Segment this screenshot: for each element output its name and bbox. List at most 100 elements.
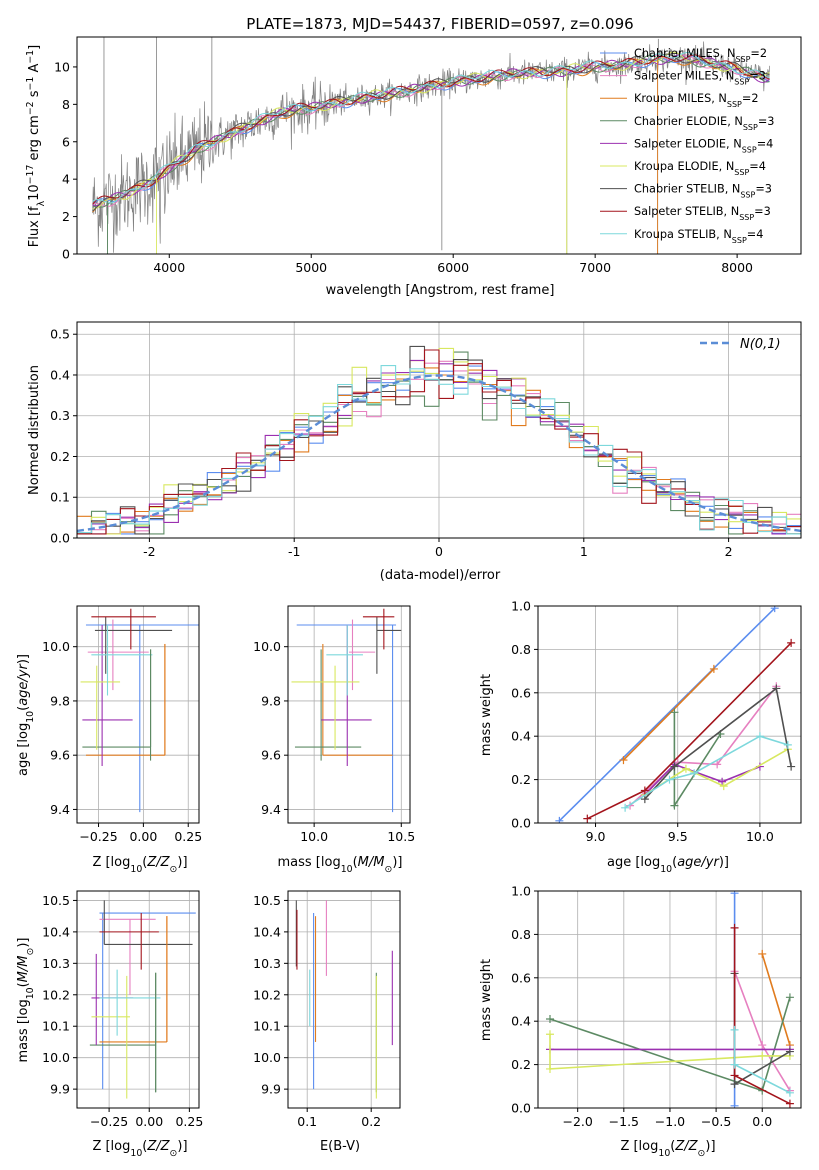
weight-marker [730,891,739,898]
weight-series [730,1025,794,1097]
weight-series [621,732,792,812]
weight-marker [709,664,718,673]
legend-text: =4 [757,137,774,150]
weight-series [545,993,794,1095]
plot-area [295,900,393,1099]
label-part: )] [705,1139,715,1154]
label-part: Flux [f [27,206,42,247]
x-tick-label: 2 [725,544,733,559]
y-tick-label: 10.0 [42,639,70,654]
label-part: (data-model)/error [380,568,501,583]
weight-marker [665,775,674,784]
label-part: −1 [25,50,36,64]
axes-frame [537,605,802,824]
x-tick-label: 0.25 [175,1114,203,1129]
legend-text: Chabrier STELIB, N [634,183,740,196]
weight-line [644,687,792,800]
data-point [80,665,121,750]
weight-marker [545,1030,554,1039]
y-axis-label: mass weight [479,959,494,1041]
y-tick-label: 9.6 [50,748,70,763]
y-tick-label: 10.4 [253,924,281,939]
legend-text: =3 [749,70,766,83]
y-axis-label: Normed distribution [27,365,42,495]
plot-area [555,606,796,823]
y-axis-label: age [log10(age/yr)] [16,654,36,776]
label-part: Z [log [92,1139,130,1154]
weight-marker [640,786,649,795]
x-tick-label: 0.0 [752,1114,772,1129]
data-point [85,624,199,813]
x-tick-label: −0.25 [90,1114,128,1129]
mass-extinction-panel: 0.1 0.2 9.9 10.0 10.1 10.2 10.3 10.4 10.5 E(B-V) [253,890,401,1154]
x-tick-label: -2 [143,544,155,559]
label-part: 10 [130,1148,142,1159]
weight-marker [758,1051,767,1060]
weight-metallicity-panel: −2.0 −1.5 −1.0 −0.5 0.0 0.0 0.2 0.4 0.6 0.8 1.0 Z [… [479,884,802,1159]
legend-text: Salpeter STELIB, N [634,205,739,218]
weight-marker [785,1047,794,1056]
weight-marker [783,740,792,749]
y-tick-label: 10.5 [42,893,70,908]
x-tick-label: 0.25 [174,829,202,844]
weight-marker [670,708,679,717]
legend-text: =3 [758,115,775,128]
x-tick-label: 0.2 [361,1114,381,1129]
x-tick-label: −1.5 [609,1114,639,1129]
legend-text: =4 [747,228,764,241]
label-part: ( [672,855,677,870]
legend-sub: SSP [743,122,758,131]
label-part: M/M [16,956,31,983]
x-tick-label: 10.0 [300,829,328,844]
y-tick-label: 0.1 [50,490,70,505]
weight-marker [583,814,592,823]
label-part: )] [16,938,31,948]
data-point [99,913,159,970]
weight-marker [758,1041,767,1050]
data-point [99,969,161,1036]
weight-series [545,1030,794,1073]
weight-line [622,668,715,761]
legend-entry: Kroupa MILES, NSSP=2 [634,92,759,109]
weight-marker [785,993,794,1002]
data-point [321,624,372,767]
legend-sub: SSP [734,168,749,177]
spectrum-panel: 4000 5000 6000 7000 8000 0 2 4 6 8 10 Chabrier MILE… [25,36,802,298]
y-tick-label: 0 [62,247,70,262]
y-tick-label: 10.3 [253,956,281,971]
y-tick-label: 0.8 [511,927,531,942]
weight-marker [772,684,781,693]
legend-entry: Kroupa STELIB, NSSP=4 [634,228,763,245]
legend-sub: SSP [735,55,750,64]
weight-marker [718,777,727,786]
legend-entry: Salpeter STELIB, NSSP=3 [634,205,771,222]
weight-marker [621,803,630,812]
label-part: 10 [660,864,672,875]
legend-text: Kroupa MILES, N [634,92,727,105]
plot-area [545,891,794,1108]
weight-series [670,708,725,810]
label-part: ⊙ [170,864,178,875]
legend-text: =3 [755,183,772,196]
weight-age-panel: 9.0 9.5 10.0 0.0 0.2 0.4 0.6 0.8 1.0 age [log10(a… [479,599,802,875]
x-axis-label: age [log10(age/yr)] [607,855,729,875]
data-point [99,912,196,1090]
x-tick-label: −1.0 [655,1114,685,1129]
label-part: )] [177,1139,187,1154]
x-tick-label: 6000 [437,260,469,275]
label-part: ( [16,706,31,711]
weight-series [626,682,781,810]
label-part: ⊙ [698,1148,706,1159]
x-axis-label: Z [log10(Z/Z⊙)] [92,1139,187,1159]
model-spectrum-line [92,51,770,210]
data-point [85,643,166,756]
y-tick-label: 9.8 [261,693,281,708]
label-part: )] [392,855,402,870]
y-tick-label: 10.3 [42,956,70,971]
label-part: mass [log [16,999,31,1062]
weight-marker [730,1080,739,1089]
data-point [322,643,393,756]
label-part: 10 [658,1148,670,1159]
legend-sub: SSP [740,190,755,199]
